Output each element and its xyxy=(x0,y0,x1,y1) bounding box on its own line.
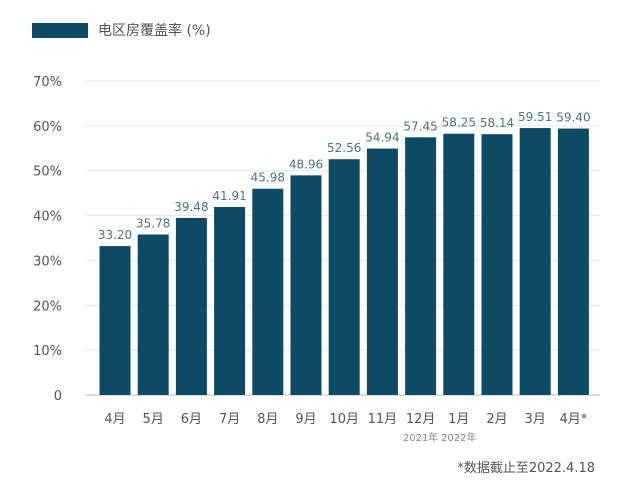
y-tick-label: 60% xyxy=(33,120,62,135)
data-label: 35.78 xyxy=(136,217,170,231)
x-tick-label: 2月 xyxy=(486,412,507,427)
y-tick-label: 30% xyxy=(33,254,62,269)
y-tick-label: 40% xyxy=(33,210,62,225)
x-tick-label: 3月 xyxy=(525,412,546,427)
bar xyxy=(175,217,207,395)
data-label: 45.98 xyxy=(251,171,285,185)
y-tick-label: 70% xyxy=(33,75,62,90)
bar xyxy=(366,148,398,395)
bar xyxy=(214,207,246,395)
data-label: 54.94 xyxy=(365,131,399,145)
x-tick-label: 10月 xyxy=(329,412,359,427)
bar xyxy=(519,128,551,395)
data-label: 52.56 xyxy=(327,141,361,155)
bar xyxy=(443,133,475,395)
data-label: 39.48 xyxy=(174,200,208,214)
legend-label: 电区房覆盖率 (%) xyxy=(98,23,211,39)
x-tick-label: 7月 xyxy=(219,412,240,427)
year-label: 2022年 xyxy=(441,431,476,444)
bar xyxy=(290,175,322,395)
data-label: 59.51 xyxy=(518,110,552,124)
x-tick-label: 9月 xyxy=(295,412,316,427)
bar xyxy=(99,246,131,395)
x-tick-label: 4月* xyxy=(560,412,588,427)
y-tick-label: 50% xyxy=(33,165,62,180)
bar xyxy=(405,137,437,395)
y-tick-label: 20% xyxy=(33,299,62,314)
data-label: 58.14 xyxy=(480,116,514,130)
footnote: *数据截止至2022.4.18 xyxy=(457,461,595,476)
data-label: 59.40 xyxy=(556,111,590,125)
y-tick-label: 0 xyxy=(54,389,62,404)
bar xyxy=(481,134,513,396)
x-tick-label: 8月 xyxy=(257,412,278,427)
data-label: 58.25 xyxy=(442,116,476,130)
bar xyxy=(557,128,589,395)
x-tick-label: 11月 xyxy=(368,412,398,427)
data-label: 33.20 xyxy=(98,228,132,242)
x-tick-label: 1月 xyxy=(448,412,469,427)
data-label: 57.45 xyxy=(403,119,437,133)
year-label: 2021年 xyxy=(403,431,438,444)
data-label: 41.91 xyxy=(212,189,246,203)
x-tick-label: 6月 xyxy=(181,412,202,427)
data-label: 48.96 xyxy=(289,157,323,171)
y-tick-label: 10% xyxy=(33,344,62,359)
bar xyxy=(252,188,284,395)
chart-legend: 电区房覆盖率 (%) xyxy=(32,20,211,40)
legend-swatch xyxy=(32,22,88,38)
x-tick-label: 12月 xyxy=(406,412,436,427)
bar xyxy=(328,159,360,395)
x-tick-label: 4月 xyxy=(104,412,125,427)
bar xyxy=(137,234,169,395)
x-tick-label: 5月 xyxy=(143,412,164,427)
